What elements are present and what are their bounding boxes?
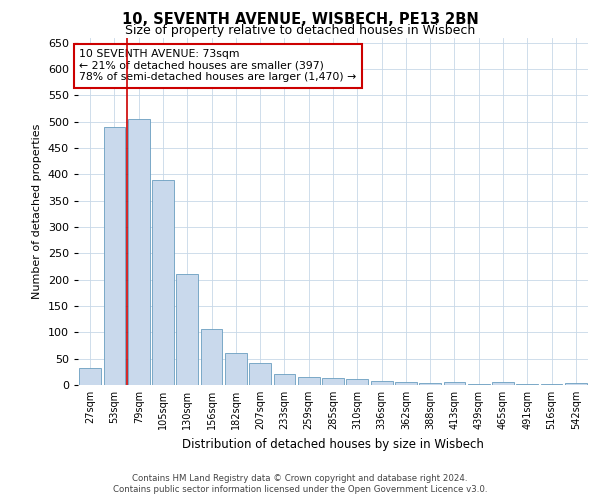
Bar — [468, 384, 490, 385]
Bar — [565, 384, 587, 385]
Bar — [517, 384, 538, 385]
Bar — [322, 378, 344, 385]
Bar — [419, 383, 441, 385]
Text: 10, SEVENTH AVENUE, WISBECH, PE13 2BN: 10, SEVENTH AVENUE, WISBECH, PE13 2BN — [122, 12, 478, 28]
Bar — [298, 377, 320, 385]
Y-axis label: Number of detached properties: Number of detached properties — [32, 124, 42, 299]
Bar — [443, 382, 466, 385]
Text: Contains HM Land Registry data © Crown copyright and database right 2024.
Contai: Contains HM Land Registry data © Crown c… — [113, 474, 487, 494]
Bar — [541, 384, 562, 385]
Bar — [152, 180, 174, 385]
Bar — [79, 368, 101, 385]
Bar — [346, 379, 368, 385]
Bar — [249, 363, 271, 385]
Bar — [104, 127, 125, 385]
Bar — [128, 119, 149, 385]
X-axis label: Distribution of detached houses by size in Wisbech: Distribution of detached houses by size … — [182, 438, 484, 450]
Text: Size of property relative to detached houses in Wisbech: Size of property relative to detached ho… — [125, 24, 475, 37]
Bar — [371, 381, 392, 385]
Bar — [395, 382, 417, 385]
Bar — [176, 274, 198, 385]
Bar — [492, 382, 514, 385]
Text: 10 SEVENTH AVENUE: 73sqm
← 21% of detached houses are smaller (397)
78% of semi-: 10 SEVENTH AVENUE: 73sqm ← 21% of detach… — [79, 49, 356, 82]
Bar — [225, 354, 247, 385]
Bar — [200, 328, 223, 385]
Bar — [274, 374, 295, 385]
